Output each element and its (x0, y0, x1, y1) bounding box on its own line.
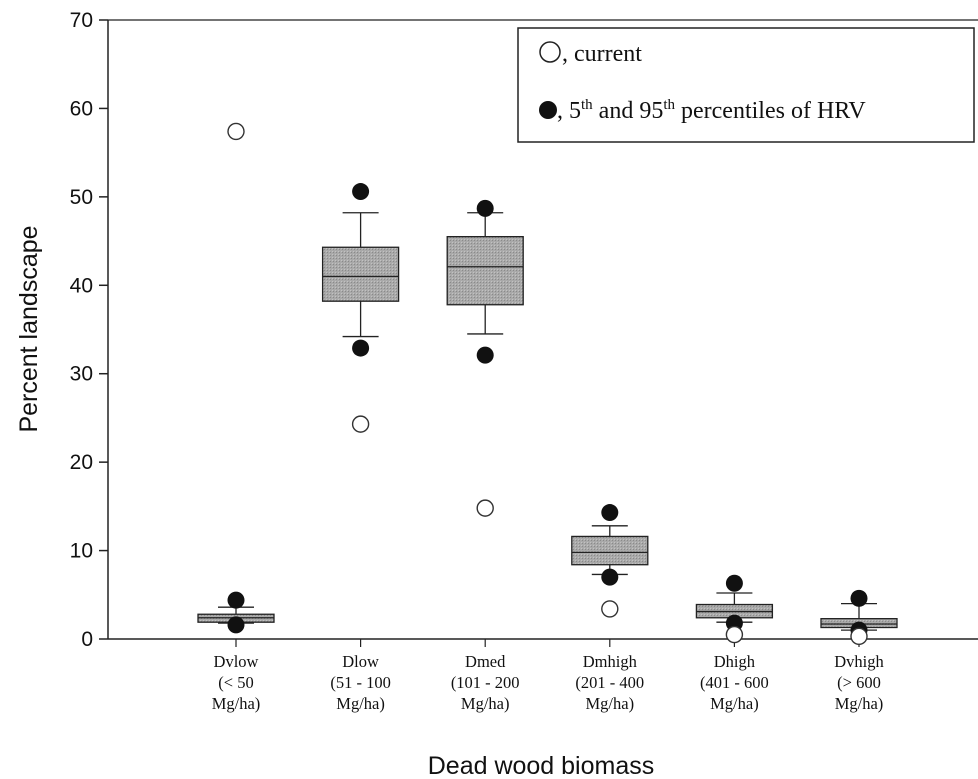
y-tick-label: 30 (70, 363, 93, 386)
legend-current-marker (539, 41, 561, 63)
hrv-95th-point-dhigh (725, 574, 743, 592)
x-tick-label: Dhigh (401 - 600 Mg/ha) (700, 652, 769, 713)
hrv-95th-point-dlow (352, 183, 370, 201)
iqr-box (446, 235, 524, 306)
hrv-95th-point-dvhigh (850, 589, 868, 607)
current-point-dvhigh (850, 627, 868, 646)
y-tick-label: 10 (70, 540, 93, 563)
legend: , current , 5th and 95th percentiles of … (517, 27, 975, 143)
iqr-box (321, 246, 400, 302)
y-tick-label: 70 (70, 9, 93, 32)
hrv-5th-point-dvlow (227, 616, 245, 634)
legend-box (517, 27, 975, 143)
x-tick-label: Dmhigh (201 - 400 Mg/ha) (575, 652, 644, 713)
current-point-dvlow (227, 122, 245, 141)
boxes-layer (197, 212, 898, 631)
legend-hrv-label: , 5th and 95th percentiles of HRV (557, 97, 866, 124)
hrv-5th-point-dmhigh (601, 568, 619, 586)
legend-current-label: , current (562, 41, 642, 67)
current-point-dlow (351, 415, 370, 433)
y-tick-label: 50 (70, 186, 93, 209)
hrv-5th-point-dlow (352, 339, 370, 357)
current-point-dhigh (725, 625, 744, 644)
y-tick-label: 40 (70, 274, 93, 297)
y-tick-label: 60 (70, 97, 93, 120)
x-axis-title: Dead wood biomass (428, 752, 655, 779)
points-layer (227, 122, 868, 646)
current-point-dmed (476, 499, 494, 517)
y-tick-label: 20 (70, 451, 93, 474)
x-axis: Dvlow (< 50 Mg/ha) Dlow (51 - 100 Mg/ha) Dmed(… (108, 638, 978, 713)
x-tick-label: Dlow (51 - 100 Mg/ha) (330, 652, 391, 713)
box-dmhigh (571, 525, 649, 576)
x-tick-label: Dvlow (< 50 Mg/ha) (212, 652, 261, 713)
hrv-95th-point-dmhigh (601, 504, 619, 522)
hrv-5th-point-dmed (476, 346, 494, 364)
legend-hrv-marker (539, 101, 557, 119)
y-axis-title: Percent landscape (15, 225, 43, 432)
current-point-dmhigh (601, 600, 619, 618)
x-tick-label: Dvhigh (> 600 Mg/ha) (834, 652, 884, 713)
iqr-box (571, 535, 649, 566)
box-dlow (321, 212, 400, 338)
box-dmed (446, 212, 524, 335)
hrv-95th-point-dmed (476, 199, 494, 217)
x-tick-label: Dmed (101 - 200 Mg/ha) (451, 652, 520, 713)
y-tick-label: 0 (81, 628, 93, 651)
hrv-95th-point-dvlow (227, 591, 245, 609)
y-axis: 0 10 20 30 40 50 60 70 (70, 9, 978, 651)
